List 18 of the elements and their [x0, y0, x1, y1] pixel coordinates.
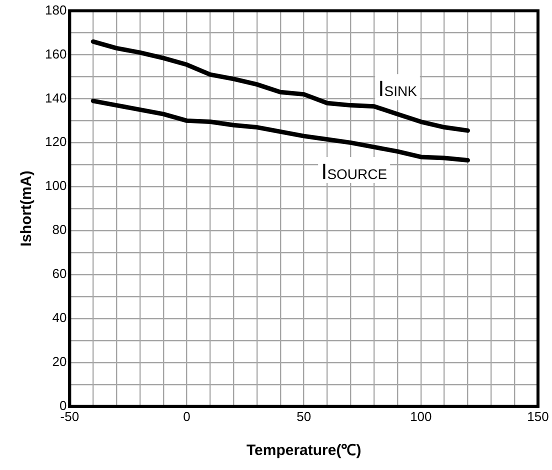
- y-tick-label: 40: [52, 310, 67, 326]
- x-tick-label: 150: [527, 408, 549, 424]
- y-tick-label: 120: [44, 134, 67, 150]
- y-tick-label: 100: [44, 178, 67, 194]
- y-tick-label: 180: [44, 2, 67, 18]
- y-tick-label: 80: [52, 222, 67, 238]
- y-tick-label: 160: [44, 46, 67, 62]
- x-tick-label: 0: [183, 408, 190, 424]
- y-tick-label: 0: [59, 398, 67, 413]
- y-tick-label: 60: [52, 266, 67, 282]
- series-label: ISOURCE: [321, 159, 388, 184]
- x-axis-title: Temperature(℃): [246, 442, 362, 460]
- y-tick-label: 140: [44, 90, 67, 106]
- series-label: ISINK: [378, 76, 418, 102]
- x-tick-label: 100: [410, 408, 432, 424]
- y-axis-title: Ishort(mA): [18, 170, 36, 247]
- x-tick-label: 50: [296, 408, 312, 424]
- y-tick-label: 20: [52, 354, 67, 370]
